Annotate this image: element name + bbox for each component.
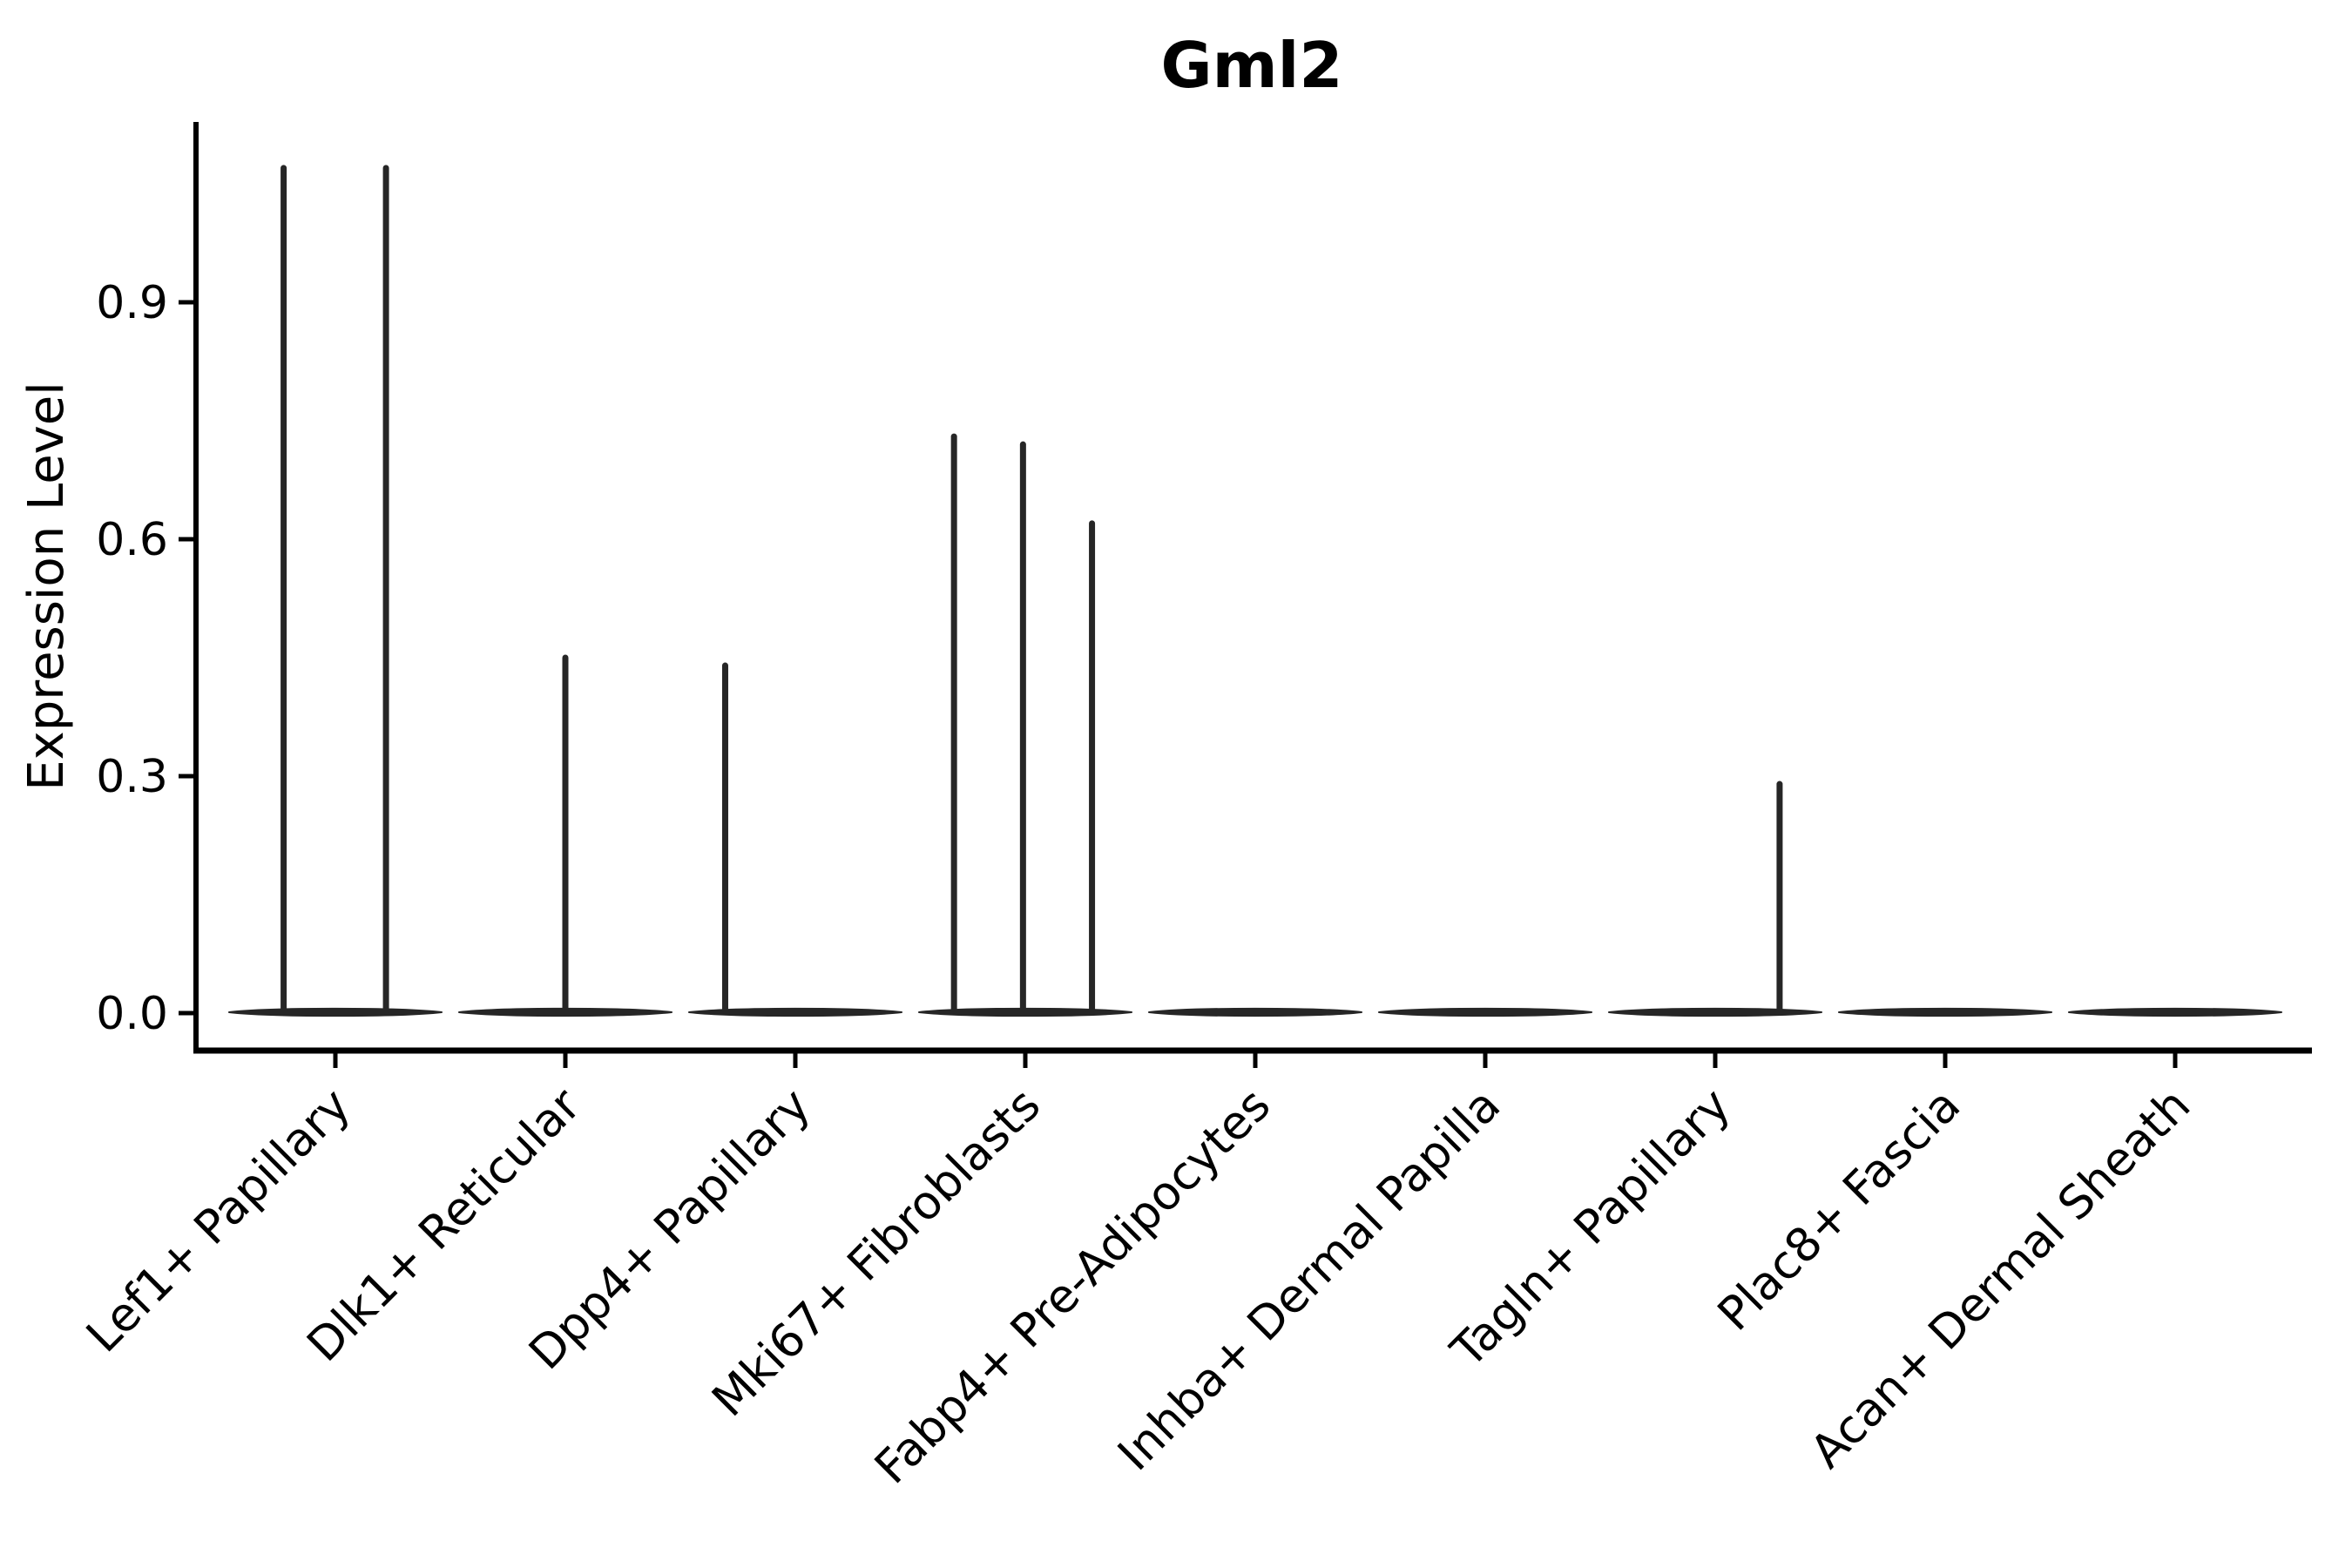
y-tick-label: 0.6 [96, 514, 168, 566]
y-tick-label: 0.3 [96, 751, 168, 803]
violin-body [1608, 1007, 1822, 1017]
violin-body [1378, 1007, 1592, 1017]
violin-body [228, 1007, 443, 1017]
chart-title: Gml2 [1161, 29, 1343, 102]
violin-body [2068, 1007, 2282, 1017]
x-tick-label: Plac8+ Fascia [1708, 1078, 1970, 1341]
y-tick-label: 0.0 [96, 988, 168, 1040]
x-tick-label: Acan+ Dermal Sheath [1801, 1078, 2200, 1478]
violin-body [1838, 1007, 2052, 1017]
y-axis-label: Expression Level [18, 382, 75, 791]
x-tick-label: Fabp4+ Pre-Adipocytes [865, 1078, 1281, 1494]
violin-body [1148, 1007, 1362, 1017]
y-tick-label: 0.9 [96, 277, 168, 329]
violin-body [688, 1007, 902, 1017]
x-tick-label: Inhba+ Dermal Papilla [1108, 1078, 1511, 1481]
